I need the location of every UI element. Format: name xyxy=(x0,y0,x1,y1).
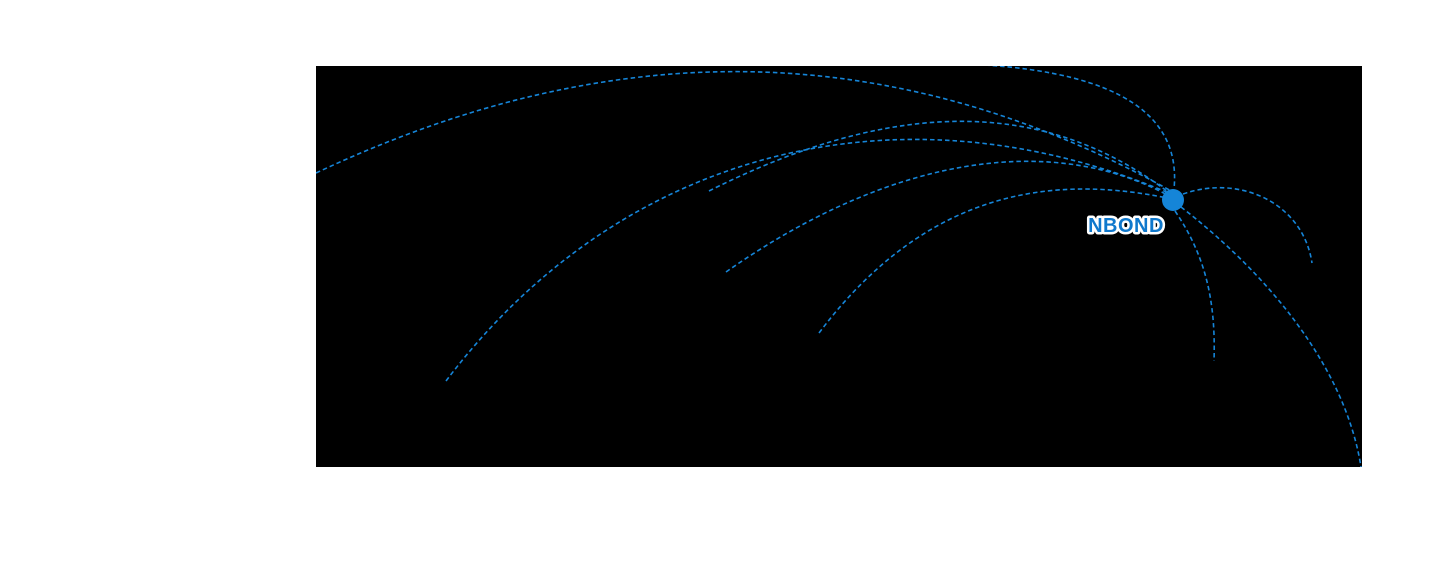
edge-down-right-long xyxy=(1180,206,1362,467)
node-nbond-label[interactable]: NBOND xyxy=(1086,213,1166,240)
edge-big-left-arc xyxy=(445,138,1172,382)
edges-group xyxy=(316,66,1362,467)
node-nbond[interactable] xyxy=(1162,189,1184,211)
graph-svg: NBOND xyxy=(316,66,1362,467)
graph-canvas[interactable]: NBOND xyxy=(316,66,1362,467)
edge-top-clipped xyxy=(987,66,1176,190)
edge-mid-left-lower xyxy=(725,160,1172,273)
edge-right-hook xyxy=(1182,186,1313,264)
edge-down-short xyxy=(1174,210,1216,362)
edge-top-long-arc xyxy=(316,70,1174,193)
edge-low-mid-arc xyxy=(818,188,1173,334)
edge-mid-left-upper xyxy=(708,120,1173,196)
